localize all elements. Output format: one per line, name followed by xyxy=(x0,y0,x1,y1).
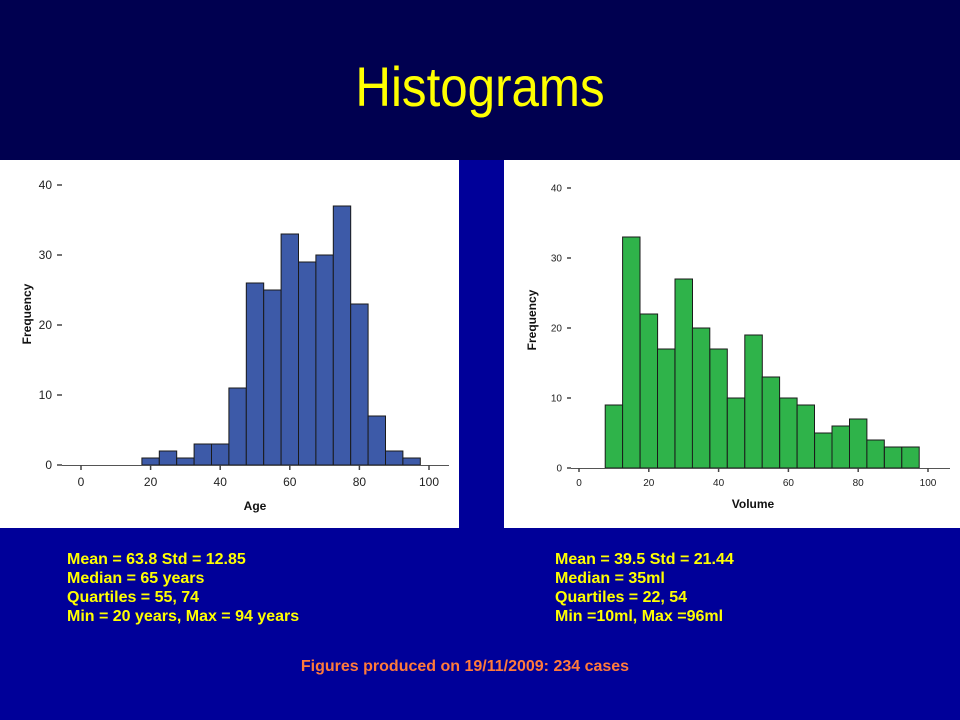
volume-median: Median = 35ml xyxy=(555,570,665,587)
age-y-tick-label: 0 xyxy=(45,458,52,472)
volume-y-tick-label: 30 xyxy=(551,254,563,265)
volume-y-tick-label: 20 xyxy=(551,324,563,335)
age-histogram: 0 10 20 30 40 0 20 40 60 80 100 Age Frequency xyxy=(20,178,449,513)
age-bar xyxy=(245,282,265,466)
age-bar xyxy=(176,457,195,466)
volume-x-tick-label: 40 xyxy=(713,478,725,489)
age-statistics: Mean = 63.8 Std = 12.85 Median = 65 year… xyxy=(67,550,299,626)
age-y-axis-title: Frequency xyxy=(20,283,34,344)
volume-bar xyxy=(779,397,798,469)
age-y-tick-label: 30 xyxy=(39,248,53,262)
volume-min-max: Min =10ml, Max =96ml xyxy=(555,608,724,625)
slide-title: Histograms xyxy=(355,55,605,118)
volume-bar xyxy=(814,432,833,469)
age-min-max: Min = 20 years, Max = 94 years xyxy=(67,608,300,625)
volume-y-tick-label: 0 xyxy=(556,464,562,475)
volume-quartiles: Quartiles = 22, 54 xyxy=(555,589,688,606)
age-bar xyxy=(332,205,352,466)
volume-bar xyxy=(761,376,781,469)
age-bar xyxy=(211,443,230,466)
age-bar xyxy=(228,387,247,466)
age-y-tick-label: 10 xyxy=(39,388,53,402)
age-mean-std: Mean = 63.8 Std = 12.85 xyxy=(67,551,246,568)
age-x-tick-label: 80 xyxy=(353,475,367,489)
volume-x-tick-label: 60 xyxy=(783,478,795,489)
age-bar xyxy=(158,450,178,466)
volume-bar xyxy=(901,446,920,469)
age-median: Median = 65 years xyxy=(67,570,205,587)
age-bar xyxy=(367,415,387,466)
volume-bar xyxy=(709,348,728,469)
volume-bar xyxy=(657,348,676,469)
footer-note: Figures produced on 19/11/2009: 234 case… xyxy=(300,658,630,675)
age-bar xyxy=(402,457,421,466)
age-histogram-panel: 0 10 20 30 40 0 20 40 60 80 100 Age Frequency xyxy=(0,160,459,528)
volume-bar xyxy=(831,425,850,469)
age-bar xyxy=(280,233,300,466)
age-bar xyxy=(298,261,317,466)
volume-y-tick-label: 40 xyxy=(551,184,563,195)
age-bar xyxy=(263,289,282,466)
volume-histogram-panel: 0 10 20 30 40 0 20 40 60 80 100 Volume Frequency xyxy=(504,160,960,528)
title-band xyxy=(0,0,960,160)
volume-x-tick-label: 20 xyxy=(643,478,655,489)
volume-x-tick-label: 80 xyxy=(853,478,865,489)
volume-bar xyxy=(849,418,868,469)
volume-y-axis-title: Frequency xyxy=(525,289,539,350)
volume-mean-std: Mean = 39.5 Std = 21.44 xyxy=(555,551,734,568)
age-x-axis-title: Age xyxy=(244,499,267,513)
volume-bar xyxy=(674,278,693,469)
volume-x-tick-label: 0 xyxy=(576,478,582,489)
volume-statistics: Mean = 39.5 Std = 21.44 Median = 35ml Qu… xyxy=(555,550,734,626)
volume-histogram: 0 10 20 30 40 0 20 40 60 80 100 Volume Frequency xyxy=(525,184,950,511)
age-y-tick-label: 20 xyxy=(39,318,53,332)
volume-bar xyxy=(691,327,711,469)
volume-bar xyxy=(866,439,885,469)
volume-y-tick-label: 10 xyxy=(551,394,563,405)
age-bars xyxy=(141,205,421,466)
age-bar xyxy=(315,254,334,466)
volume-bar xyxy=(796,404,816,469)
volume-x-axis-title: Volume xyxy=(732,497,775,511)
age-x-tick-label: 20 xyxy=(144,475,158,489)
age-y-tick-label: 40 xyxy=(39,178,53,192)
age-x-tick-label: 40 xyxy=(214,475,228,489)
volume-bar xyxy=(604,404,624,469)
age-x-tick-label: 60 xyxy=(283,475,297,489)
volume-bar xyxy=(883,446,903,469)
age-x-tick-label: 0 xyxy=(78,475,85,489)
age-bar xyxy=(193,443,213,466)
volume-bar xyxy=(639,313,659,469)
age-bar xyxy=(385,450,404,466)
age-quartiles: Quartiles = 55, 74 xyxy=(67,589,200,606)
age-bar xyxy=(350,303,369,466)
age-bar xyxy=(141,457,160,466)
volume-bar xyxy=(622,236,641,469)
volume-bar xyxy=(744,334,763,469)
volume-x-tick-label: 100 xyxy=(920,478,937,489)
age-x-tick-label: 100 xyxy=(419,475,439,489)
volume-bar xyxy=(726,397,746,469)
volume-bars xyxy=(604,236,920,469)
